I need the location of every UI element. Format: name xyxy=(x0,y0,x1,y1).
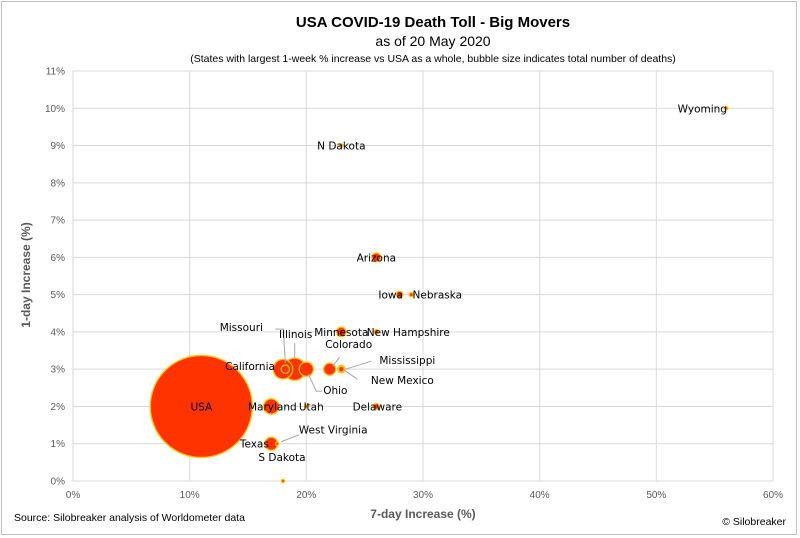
bubble-utah xyxy=(304,404,309,409)
y-tick-label: 10% xyxy=(45,104,65,115)
x-tick-label: 30% xyxy=(413,490,433,501)
y-tick-label: 2% xyxy=(51,402,66,413)
label-n-dakota: N Dakota xyxy=(317,141,365,153)
tick-labels: 0% 1% 2% 3% 4% 5% 6% 7% 8% 9% 10% 11% 0% 10% 20% 30% 40%… xyxy=(45,67,783,502)
bubble-iowa xyxy=(395,290,404,299)
bubble-s-dakota xyxy=(280,478,286,484)
leader-ohio xyxy=(307,373,323,392)
bubbles xyxy=(149,106,729,484)
label-utah: Utah xyxy=(299,401,324,413)
label-ohio: Ohio xyxy=(323,385,347,397)
bubble-new-hampshire xyxy=(373,329,380,335)
label-s-dakota: S Dakota xyxy=(258,452,305,464)
label-minnesota: Minnesota xyxy=(314,327,368,339)
data-labels: USA Maryland Utah Delaware Texas West Virgini… xyxy=(190,103,727,464)
bubble-arizona xyxy=(371,252,382,263)
y-tick-label: 3% xyxy=(51,365,66,376)
label-wyoming: Wyoming xyxy=(678,103,727,115)
grid xyxy=(72,70,774,482)
label-illinois: Illinois xyxy=(279,329,312,341)
label-new-mexico: New Mexico xyxy=(371,375,434,387)
bubble-missouri xyxy=(280,364,291,374)
x-tick-label: 10% xyxy=(180,490,200,501)
label-delaware: Delaware xyxy=(353,401,402,413)
label-texas: Texas xyxy=(239,439,269,451)
label-maryland: Maryland xyxy=(248,401,297,413)
y-tick-label: 1% xyxy=(51,439,66,450)
y-tick-label: 5% xyxy=(51,290,66,301)
label-nebraska: Nebraska xyxy=(413,290,463,302)
x-tick-label: 50% xyxy=(646,490,666,501)
bubble-nebraska xyxy=(408,291,415,298)
y-tick-label: 6% xyxy=(51,253,66,264)
label-colorado: Colorado xyxy=(325,339,372,351)
leader-new-mexico xyxy=(344,369,358,380)
bubble-usa xyxy=(149,354,253,459)
label-usa: USA xyxy=(190,401,213,413)
source-note: Source: Silobreaker analysis of Worldome… xyxy=(14,512,245,524)
bubble-n-dakota xyxy=(339,143,344,148)
bubble-west-virginia xyxy=(274,441,280,446)
bubble-minnesota xyxy=(335,326,347,338)
copyright-note: © Silobreaker xyxy=(722,516,786,528)
y-axis-label: 1-day Increase (%) xyxy=(19,222,33,327)
y-tick-label: 4% xyxy=(51,327,66,338)
chart-subtitle: as of 20 May 2020 xyxy=(375,33,490,49)
x-tick-label: 40% xyxy=(530,490,550,501)
bubble-new-mexico xyxy=(337,365,345,373)
bubble-maryland xyxy=(263,398,280,415)
leader-lines xyxy=(275,328,372,443)
label-new-hampshire: New Hampshire xyxy=(367,327,450,339)
leader-west-virginia xyxy=(280,434,300,443)
y-tick-label: 9% xyxy=(51,141,66,152)
bubble-ohio xyxy=(298,361,315,377)
leader-colorado xyxy=(332,356,341,367)
x-axis-label: 7-day Increase (%) xyxy=(370,507,475,521)
x-tick-label: 0% xyxy=(66,490,81,501)
y-tick-label: 11% xyxy=(46,67,65,78)
y-tick-label: 8% xyxy=(51,178,66,189)
label-arizona: Arizona xyxy=(357,252,396,264)
x-tick-label: 20% xyxy=(296,490,316,501)
label-mississippi: Mississippi xyxy=(379,355,435,367)
leader-mississippi xyxy=(345,360,372,370)
leader-missouri xyxy=(275,328,286,364)
label-west-virginia: West Virginia xyxy=(299,425,368,437)
x-tick-label: 60% xyxy=(763,490,783,501)
bubble-wyoming xyxy=(724,106,729,111)
y-tick-label: 7% xyxy=(51,216,66,227)
bubble-delaware xyxy=(372,402,380,411)
chart-note: (States with largest 1-week % increase v… xyxy=(190,53,676,65)
label-iowa: Iowa xyxy=(378,290,403,302)
y-tick-label: 0% xyxy=(51,477,66,488)
label-missouri: Missouri xyxy=(220,322,263,334)
chart-title: USA COVID-19 Death Toll - Big Movers xyxy=(296,14,570,31)
label-california: California xyxy=(225,361,275,373)
